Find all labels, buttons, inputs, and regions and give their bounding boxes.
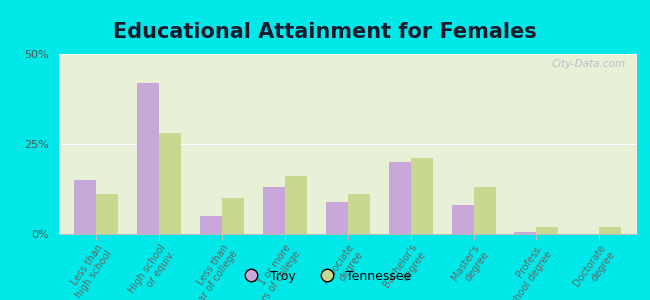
Bar xyxy=(74,180,96,234)
Bar xyxy=(96,194,118,234)
Bar xyxy=(263,187,285,234)
Bar xyxy=(348,194,370,234)
Bar xyxy=(159,133,181,234)
Bar xyxy=(200,216,222,234)
Bar xyxy=(389,162,411,234)
Text: City-Data.com: City-Data.com xyxy=(551,59,625,69)
Bar xyxy=(411,158,433,234)
Text: Educational Attainment for Females: Educational Attainment for Females xyxy=(113,22,537,41)
Bar xyxy=(222,198,244,234)
Bar xyxy=(285,176,307,234)
Bar xyxy=(452,205,473,234)
Bar xyxy=(536,227,558,234)
Bar xyxy=(599,227,621,234)
Bar xyxy=(137,83,159,234)
Legend: Troy, Tennessee: Troy, Tennessee xyxy=(234,265,416,288)
Bar xyxy=(326,202,348,234)
Bar xyxy=(473,187,495,234)
Bar xyxy=(514,232,536,234)
